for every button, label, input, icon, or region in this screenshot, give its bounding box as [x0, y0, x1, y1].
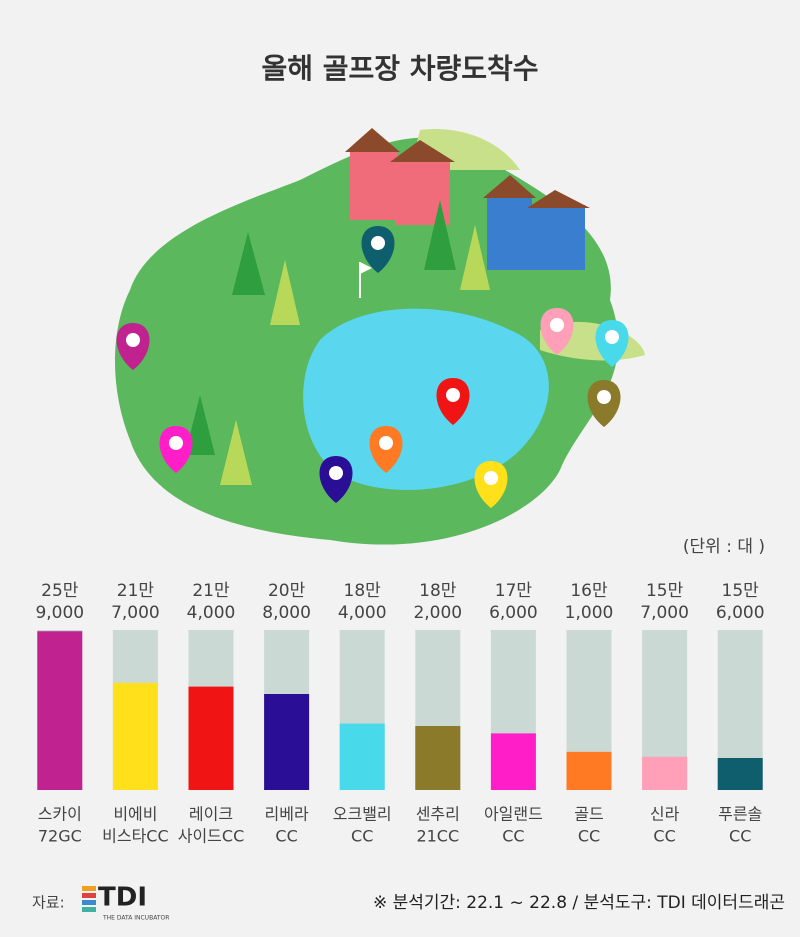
bar [642, 756, 688, 790]
category-label: 리베라 [265, 805, 309, 824]
chart-title: 올해 골프장 차량도착수 [261, 52, 538, 85]
bar [339, 723, 385, 790]
map-illustration [115, 128, 645, 545]
category-label: 신라 [650, 805, 680, 824]
value-label: 6,000 [716, 603, 765, 623]
logo-text: TDI [98, 883, 147, 913]
value-label: 2,000 [413, 603, 462, 623]
value-label: 15만 [722, 581, 760, 601]
category-label: 사이드CC [178, 827, 245, 846]
value-label: 21만 [192, 581, 230, 601]
category-label: CC [502, 827, 524, 846]
value-label: 17만 [495, 581, 533, 601]
category-label: CC [653, 827, 675, 846]
value-label: 1,000 [565, 603, 614, 623]
footnote: ※ 분석기간: 22.1 ~ 22.8 / 분석도구: TDI 데이터드래곤 [373, 893, 785, 913]
category-label: 오크밸리 [333, 805, 392, 824]
unit-label: (단위 : 대 ) [683, 537, 765, 557]
category-label: 레이크 [189, 805, 233, 824]
value-label: 16만 [570, 581, 608, 601]
bar [188, 686, 234, 790]
value-label: 7,000 [640, 603, 689, 623]
bar [264, 694, 310, 790]
bar [717, 758, 763, 790]
category-label: 센추리 [416, 805, 460, 824]
bar [415, 726, 461, 790]
category-label: 골드 [574, 805, 603, 824]
value-label: 7,000 [111, 603, 160, 623]
value-label: 18만 [419, 581, 457, 601]
logo-subtitle: THE DATA INCUBATOR [102, 915, 169, 922]
category-label: 72GC [38, 827, 82, 846]
category-label: CC [275, 827, 297, 846]
value-label: 20만 [268, 581, 306, 601]
category-label: 비에비 [113, 805, 157, 824]
bar [490, 733, 536, 790]
value-label: 9,000 [35, 603, 84, 623]
value-label: 21만 [117, 581, 155, 601]
source-label: 자료: [32, 894, 65, 912]
category-label: 비스타CC [102, 827, 169, 846]
category-label: CC [351, 827, 373, 846]
category-label: CC [729, 827, 751, 846]
category-label: 21CC [416, 827, 459, 846]
value-label: 25만 [41, 581, 79, 601]
category-label: 스카이 [38, 805, 82, 824]
category-label: 푸른솔 [718, 805, 762, 824]
value-label: 4,000 [338, 603, 387, 623]
value-label: 15만 [646, 581, 684, 601]
value-label: 6,000 [489, 603, 538, 623]
bar [112, 682, 158, 790]
logo [82, 886, 96, 912]
bar [37, 631, 83, 790]
value-label: 8,000 [262, 603, 311, 623]
category-label: 아일랜드 [484, 805, 543, 824]
category-label: CC [578, 827, 600, 846]
value-label: 4,000 [187, 603, 236, 623]
bar [566, 751, 612, 790]
value-label: 18만 [344, 581, 382, 601]
